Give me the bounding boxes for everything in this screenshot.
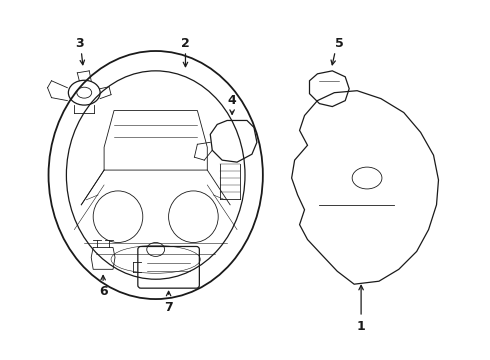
Text: 5: 5	[335, 37, 343, 50]
Text: 6: 6	[99, 285, 107, 298]
Text: 3: 3	[75, 37, 84, 50]
Text: 2: 2	[181, 37, 190, 50]
Text: 7: 7	[164, 301, 173, 314]
Text: 4: 4	[228, 94, 237, 107]
Text: 1: 1	[357, 320, 366, 333]
